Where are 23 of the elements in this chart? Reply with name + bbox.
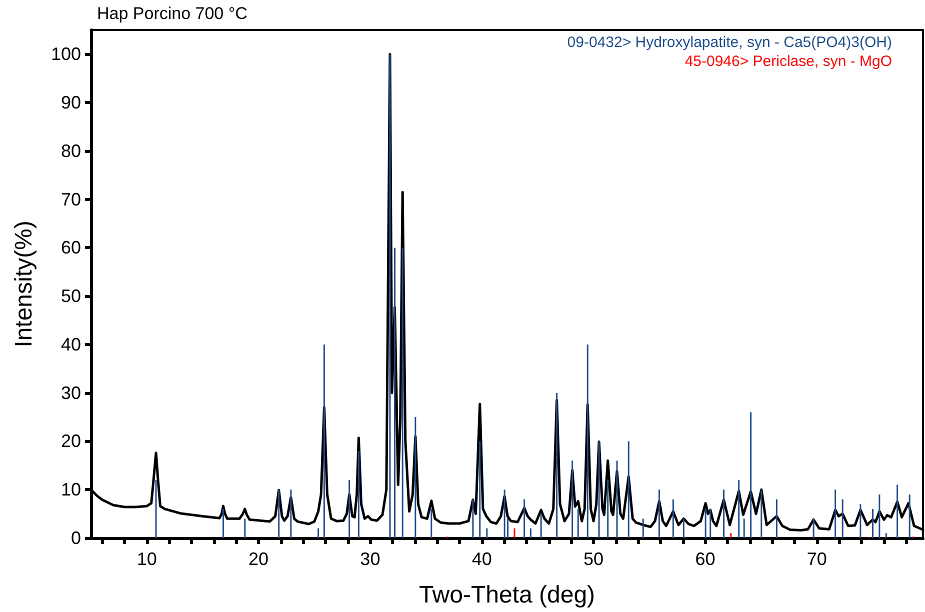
x-tick-label: 40 [472, 549, 492, 569]
y-tick-label: 30 [60, 382, 81, 403]
y-tick-label: 100 [50, 44, 81, 64]
x-tick-label: 50 [584, 549, 604, 569]
x-tick-label: 10 [136, 549, 157, 569]
chart-title: Hap Porcino 700 °C [97, 4, 248, 23]
x-tick-label: 70 [806, 549, 827, 569]
y-tick-label: 60 [60, 238, 81, 258]
x-axis-title: Two-Theta (deg) [418, 582, 596, 608]
y-tick-label: 90 [60, 92, 81, 113]
y-tick-label: 20 [60, 431, 81, 452]
x-tick-label: 30 [360, 549, 380, 569]
x-tick-label: 20 [248, 549, 269, 569]
y-axis-title: Intensity(%) [10, 220, 38, 348]
y-tick-label: 50 [60, 286, 81, 306]
y-tick-label: 0 [70, 528, 81, 548]
text: 45-0946> Periclase, syn - MgO [684, 53, 892, 70]
y-tick-label: 40 [60, 334, 81, 354]
y-tick-label: 10 [60, 480, 81, 500]
y-tick-label: 80 [60, 140, 81, 161]
y-tick-label: 70 [60, 189, 81, 210]
text: 09-0432> Hydroxylapatite, syn - Ca5(PO4)3(OH) [567, 34, 892, 51]
x-tick-label: 60 [695, 549, 716, 569]
